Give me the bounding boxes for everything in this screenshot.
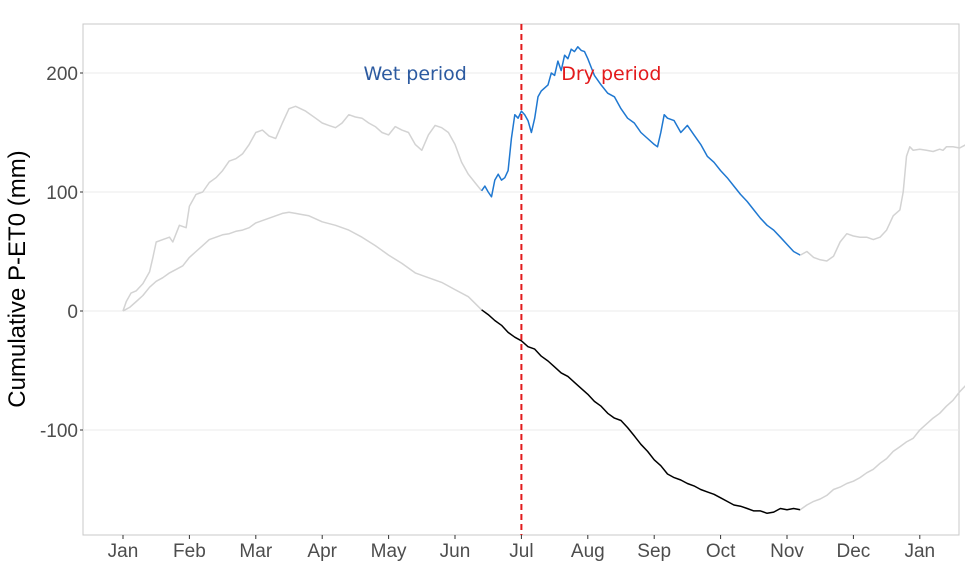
series-line-0 [122,105,483,312]
x-tick-label: Jan [108,541,139,562]
series-line-4 [481,309,801,515]
series-line-5 [799,385,965,511]
x-tick-label: Jul [509,541,533,562]
x-axis-ticks: Jan Feb Mar Apr May Jun Jul Aug Sep Oct Nov Dec Jan [108,535,935,562]
x-tick-label: Oct [706,541,736,562]
annotation-label: Dry period [561,63,661,85]
x-tick-label: Apr [307,541,337,562]
series-line-1 [480,46,801,256]
y-axis-title: Cumulative P-ET0 (mm) [4,150,31,407]
x-tick-label: Aug [571,541,605,562]
y-tick-label: 200 [46,64,78,85]
x-tick-label: Dec [837,541,871,562]
x-tick-label: Mar [239,541,272,562]
annotation-layer: Wet period Dry period [363,63,661,85]
series-line-2 [799,144,965,262]
series-layer [122,46,965,515]
x-tick-label: Feb [173,541,206,562]
x-tick-label: May [371,541,407,562]
y-tick-label: 100 [46,183,78,204]
y-tick-label: -100 [40,421,78,442]
series-line-3 [122,211,483,312]
y-tick-label: 0 [67,302,78,323]
x-tick-label: Nov [770,541,804,562]
x-tick-label: Jun [440,541,471,562]
x-tick-label: Sep [637,541,671,562]
annotation-label: Wet period [363,63,466,85]
x-tick-label: Jan [904,541,935,562]
y-axis-ticks: -100 0 100 200 [40,64,83,442]
